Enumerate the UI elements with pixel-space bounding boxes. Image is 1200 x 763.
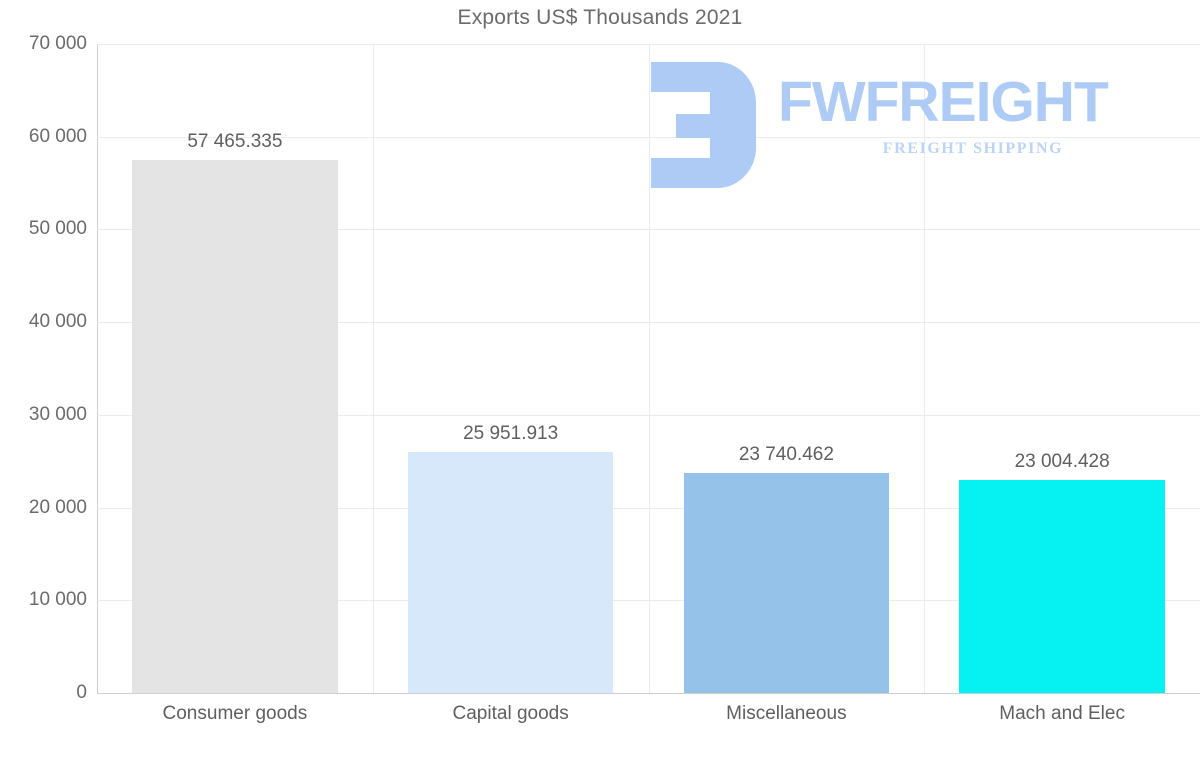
chart-title: Exports US$ Thousands 2021 <box>457 6 743 29</box>
gridline-vertical <box>372 44 374 693</box>
x-axis-tick-label: Miscellaneous <box>726 703 847 724</box>
gridline-vertical <box>648 44 650 693</box>
bar-value-label: 57 465.335 <box>187 131 283 153</box>
y-axis-tick-label: 40 000 <box>28 311 87 333</box>
bar[interactable] <box>683 472 890 693</box>
bar-value-label: 23 740.462 <box>738 443 834 465</box>
bar[interactable] <box>132 160 338 693</box>
x-axis-tick-label: Mach and Elec <box>999 703 1125 724</box>
y-axis-line <box>97 44 98 694</box>
y-axis-tick-label: 50 000 <box>28 218 87 240</box>
bar[interactable] <box>959 479 1165 693</box>
bar[interactable] <box>407 452 614 693</box>
x-axis-tick-label: Consumer goods <box>162 703 308 724</box>
gridline-vertical <box>924 44 926 693</box>
bar-value-label: 25 951.913 <box>463 423 559 445</box>
y-axis-tick-label: 0 <box>76 682 87 703</box>
y-axis-tick-label: 10 000 <box>28 589 87 611</box>
x-axis-tick-label: Capital goods <box>452 703 569 724</box>
gridline-horizontal <box>97 693 1200 694</box>
y-axis-tick-label: 30 000 <box>28 403 87 425</box>
y-axis-tick-label: 20 000 <box>28 496 87 518</box>
plot-area <box>97 44 1200 694</box>
bar-value-label: 23 004.428 <box>1014 450 1110 472</box>
y-axis-tick-label: 60 000 <box>28 125 87 147</box>
y-axis-tick-label: 70 000 <box>28 33 87 54</box>
